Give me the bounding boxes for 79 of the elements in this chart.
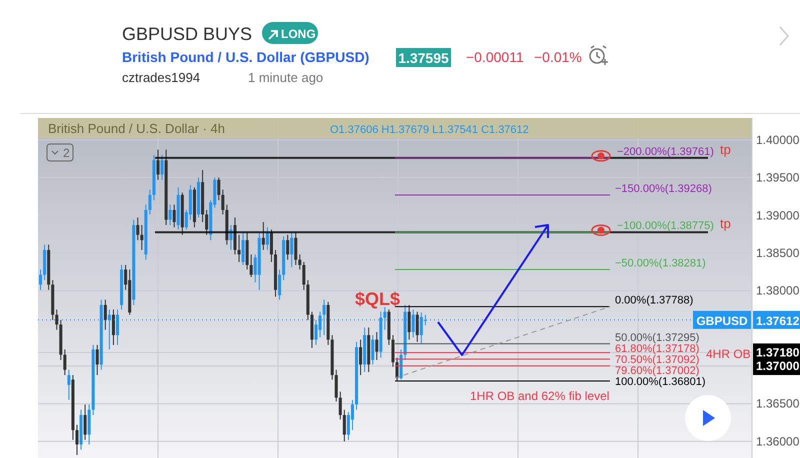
candlestick	[302, 261, 306, 290]
candlestick	[84, 404, 87, 440]
candlestick	[359, 339, 362, 376]
chart-subtitle: British Pound / U.S. Dollar (GBPUSD)	[122, 49, 370, 65]
candlestick	[168, 204, 172, 226]
y-tick-label: 1.36500	[756, 396, 800, 411]
annotation: 2	[63, 146, 70, 160]
candlestick	[278, 269, 282, 300]
candlestick	[290, 232, 294, 268]
candlestick	[104, 299, 107, 330]
candlestick	[75, 424, 79, 456]
ref-line-label: 61.80%(1.37178)	[615, 342, 700, 355]
candlestick	[391, 334, 394, 368]
candlestick	[55, 308, 58, 330]
y-tick-label: 1.39000	[756, 208, 800, 222]
ref-line-label: 70.50%(1.37092)	[615, 354, 700, 366]
annotation: tp	[720, 142, 731, 157]
y-tick-label: 1.37180	[756, 345, 800, 360]
candlestick	[242, 232, 245, 266]
candlestick	[205, 209, 208, 236]
candlestick	[217, 177, 220, 201]
annotation: British Pound / U.S. Dollar · 4h	[48, 121, 226, 136]
ref-line-label: 79.60%(1.37002)	[615, 364, 700, 377]
candlestick	[298, 254, 302, 270]
candlestick	[160, 154, 164, 180]
text: 1 minute ago	[248, 70, 324, 85]
ref-line-label: 0.00%(1.37788)	[615, 294, 694, 307]
candlestick	[338, 391, 342, 420]
ref-line-label: −100.00%(1.38775)	[617, 220, 714, 232]
text: −0.00011	[466, 49, 524, 65]
candlestick	[148, 189, 152, 215]
chart-title: GBPUSD BUYS	[122, 24, 252, 44]
candlestick	[350, 399, 354, 431]
text: LONG	[281, 27, 316, 41]
ref-line-label: −200.00%(1.39761)	[617, 146, 714, 158]
candlestick	[400, 348, 403, 380]
text: 1.37612	[756, 314, 800, 328]
candlestick	[286, 234, 290, 260]
candlestick	[266, 226, 269, 250]
annotation: tp	[720, 216, 731, 232]
candlestick	[140, 224, 144, 250]
y-tick-label: 1.37000	[756, 359, 800, 374]
y-tick-label: 1.38000	[756, 284, 800, 298]
candlestick	[334, 369, 338, 402]
candlestick	[294, 232, 298, 266]
candlestick	[371, 334, 374, 366]
y-tick-label: 1.39500	[756, 170, 800, 185]
candlestick	[221, 189, 224, 215]
annotation: O1.37606 H1.37679 L1.37541 C1.37612	[330, 124, 529, 136]
candlestick	[67, 369, 70, 400]
ref-line-label: 50.00%(1.37295)	[615, 332, 700, 344]
text: cztrades1994	[122, 70, 200, 85]
ref-line-label: −50.00%(1.38281)	[615, 257, 706, 270]
candlestick	[250, 254, 253, 278]
candlestick	[172, 204, 176, 228]
candlestick	[408, 304, 411, 340]
candlestick	[112, 308, 115, 346]
candlestick	[416, 311, 419, 342]
ref-line-label: 100.00%(1.36801)	[615, 376, 706, 388]
y-tick-label: 1.38500	[756, 246, 800, 260]
text: 1.37595	[398, 50, 450, 66]
ref-line-label: GBPUSD	[696, 314, 748, 328]
candlestick	[39, 269, 42, 290]
candlestick	[262, 222, 265, 250]
annotation: 4HR OB	[706, 347, 751, 361]
text: −0.01%	[534, 49, 582, 65]
annotation: 1HR OB and 62% fib level	[470, 389, 610, 403]
candlestick	[136, 217, 140, 241]
candlestick	[96, 344, 99, 376]
candlestick	[270, 229, 273, 262]
annotation: $QL$	[355, 289, 400, 309]
candlestick	[375, 332, 378, 360]
candlestick	[156, 149, 160, 180]
candlestick	[342, 409, 346, 442]
ref-line-label: −150.00%(1.39268)	[615, 183, 712, 196]
candlestick	[63, 348, 66, 376]
y-tick-label: 1.40000	[756, 132, 800, 147]
y-tick-label: 1.36000	[756, 434, 800, 448]
candlestick	[238, 234, 241, 262]
